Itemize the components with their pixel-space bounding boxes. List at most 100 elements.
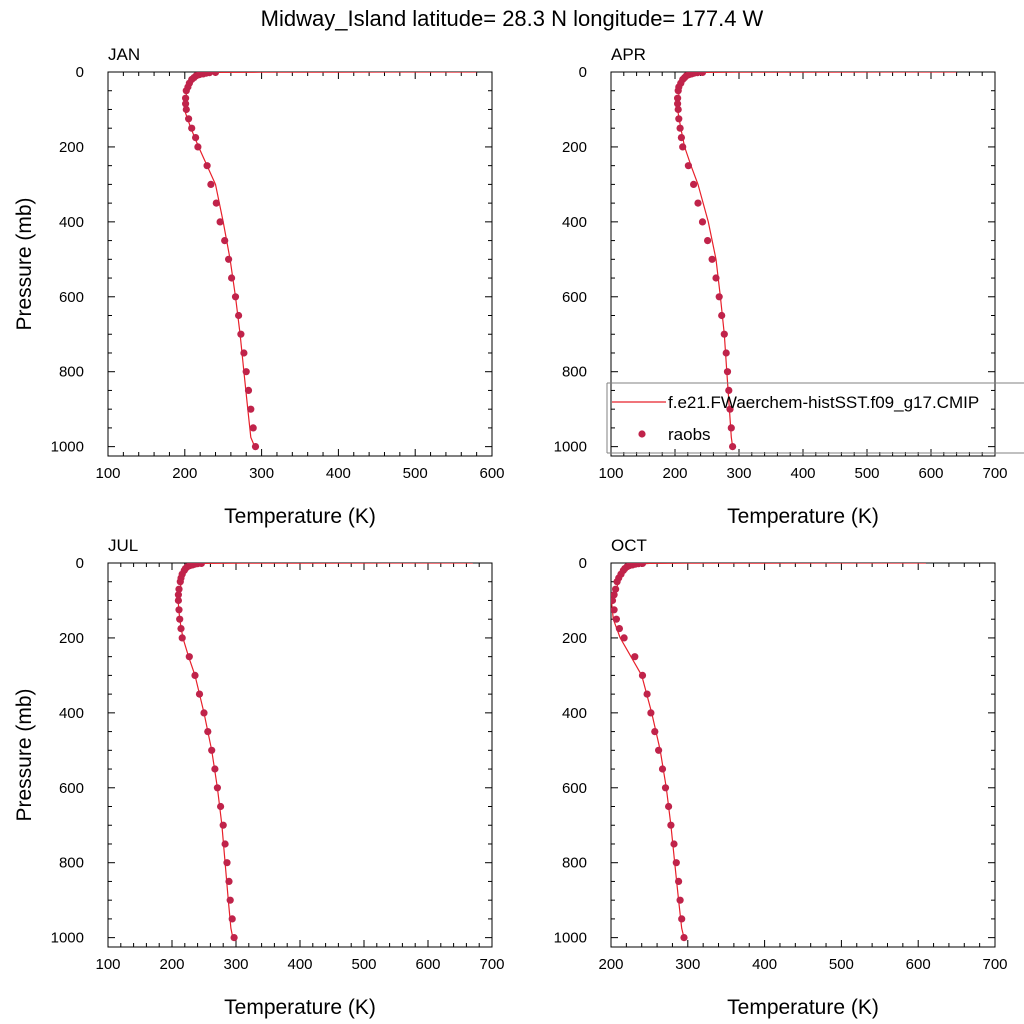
raobs-point xyxy=(611,591,618,599)
panels-group: JAN 100 200 300 400 500 600 0 200 400 600 800 1000 Te… xyxy=(13,45,1008,1019)
x-tick-label: 500 xyxy=(351,956,376,973)
x-tick-label: 500 xyxy=(829,956,854,973)
x-tick-label: 200 xyxy=(598,956,623,973)
panel-title: JAN xyxy=(108,45,140,64)
raobs-point xyxy=(174,591,182,599)
raobs-point xyxy=(216,218,224,226)
x-tick-label: 500 xyxy=(854,465,879,482)
x-tick-label: 400 xyxy=(287,956,312,973)
raobs-point xyxy=(661,784,670,792)
raobs-point xyxy=(230,934,238,942)
raobs-point xyxy=(680,934,688,942)
y-tick-label: 0 xyxy=(579,64,587,81)
figure-title: Midway_Island latitude= 28.3 N longitude… xyxy=(260,6,764,31)
raobs-point xyxy=(251,443,260,451)
raobs-point xyxy=(219,821,227,829)
raobs-point xyxy=(643,690,651,698)
raobs-point xyxy=(228,274,236,282)
x-tick-label: 200 xyxy=(159,956,184,973)
raobs-point xyxy=(638,671,647,680)
x-tick-label: 300 xyxy=(675,956,700,973)
plot-frame xyxy=(107,562,493,948)
panel-title: APR xyxy=(611,45,646,64)
raobs-point xyxy=(694,199,702,207)
raobs-point xyxy=(678,915,686,923)
x-tick-label: 100 xyxy=(95,956,120,973)
legend-label-model: f.e21.FWaerchem-histSST.f09_g17.CMIP xyxy=(668,393,979,412)
raobs-point xyxy=(212,199,220,207)
y-tick-label: 800 xyxy=(562,364,587,381)
raobs-point xyxy=(247,405,255,413)
y-tick-label: 200 xyxy=(59,630,84,647)
raobs-point xyxy=(194,143,202,151)
raobs-point xyxy=(651,728,659,736)
raobs-point xyxy=(723,368,732,376)
raobs-point xyxy=(211,72,220,76)
raobs-point xyxy=(192,134,200,142)
x-tick-label: 200 xyxy=(172,465,197,482)
y-tick-label: 1000 xyxy=(51,439,84,456)
x-tick-label: 700 xyxy=(982,465,1007,482)
series-group xyxy=(182,72,477,451)
raobs-point xyxy=(188,124,196,132)
raobs-point xyxy=(674,100,682,108)
raobs-point xyxy=(675,877,683,886)
legend-marker-swatch xyxy=(638,430,646,438)
raobs-point xyxy=(698,218,707,226)
x-tick-label: 200 xyxy=(662,465,687,482)
raobs-point xyxy=(726,405,734,413)
raobs-point xyxy=(228,915,236,923)
raobs-point xyxy=(203,162,211,170)
raobs-point xyxy=(676,124,684,132)
raobs-point xyxy=(676,896,684,904)
raobs-point xyxy=(672,859,680,867)
y-tick-label: 200 xyxy=(59,139,84,156)
raobs-point xyxy=(225,877,233,886)
y-axis-label: Pressure (mb) xyxy=(13,688,36,821)
plot-frame xyxy=(107,71,493,457)
raobs-point xyxy=(684,162,693,170)
raobs-point xyxy=(177,625,185,633)
raobs-point xyxy=(658,765,667,773)
raobs-point xyxy=(176,578,184,586)
raobs-point xyxy=(718,311,726,320)
raobs-point xyxy=(249,424,257,432)
x-axis-label: Temperature (K) xyxy=(224,996,376,1019)
panel-jan: JAN 100 200 300 400 500 600 0 200 400 600 800 1000 Te… xyxy=(13,45,505,528)
y-tick-label: 800 xyxy=(59,364,84,381)
x-tick-label: 300 xyxy=(223,956,248,973)
raobs-point xyxy=(221,237,229,245)
raobs-point xyxy=(674,87,682,95)
raobs-point xyxy=(677,134,686,142)
raobs-point xyxy=(240,349,248,357)
y-tick-label: 400 xyxy=(562,214,587,231)
raobs-point xyxy=(690,180,698,188)
y-axis-label: Pressure (mb) xyxy=(13,197,36,330)
raobs-point xyxy=(655,746,663,754)
x-tick-label: 600 xyxy=(479,465,504,482)
raobs-point xyxy=(211,765,219,773)
raobs-point xyxy=(191,671,199,680)
x-tick-label: 100 xyxy=(95,465,120,482)
raobs-point xyxy=(708,255,716,263)
raobs-point xyxy=(679,143,687,151)
raobs-point xyxy=(231,293,240,301)
raobs-point xyxy=(175,606,183,614)
series-group xyxy=(674,72,957,451)
raobs-point xyxy=(182,87,190,95)
raobs-point xyxy=(223,859,231,867)
raobs-point xyxy=(175,585,183,593)
panel-jul: JUL 100 200 300 400 500 600 700 0 200 400 600 800 100… xyxy=(13,536,505,1019)
raobs-point xyxy=(615,625,624,633)
x-tick-label: 100 xyxy=(598,465,623,482)
legend: f.e21.FWaerchem-histSST.f09_g17.CMIPraob… xyxy=(606,382,1024,454)
y-tick-label: 1000 xyxy=(51,930,84,947)
raobs-point xyxy=(712,274,720,282)
raobs-point xyxy=(182,94,190,102)
x-tick-label: 600 xyxy=(906,956,931,973)
raobs-point xyxy=(207,180,215,188)
y-tick-label: 200 xyxy=(562,630,587,647)
x-tick-label: 400 xyxy=(326,465,351,482)
raobs-point xyxy=(665,802,673,811)
x-tick-label: 700 xyxy=(982,956,1007,973)
